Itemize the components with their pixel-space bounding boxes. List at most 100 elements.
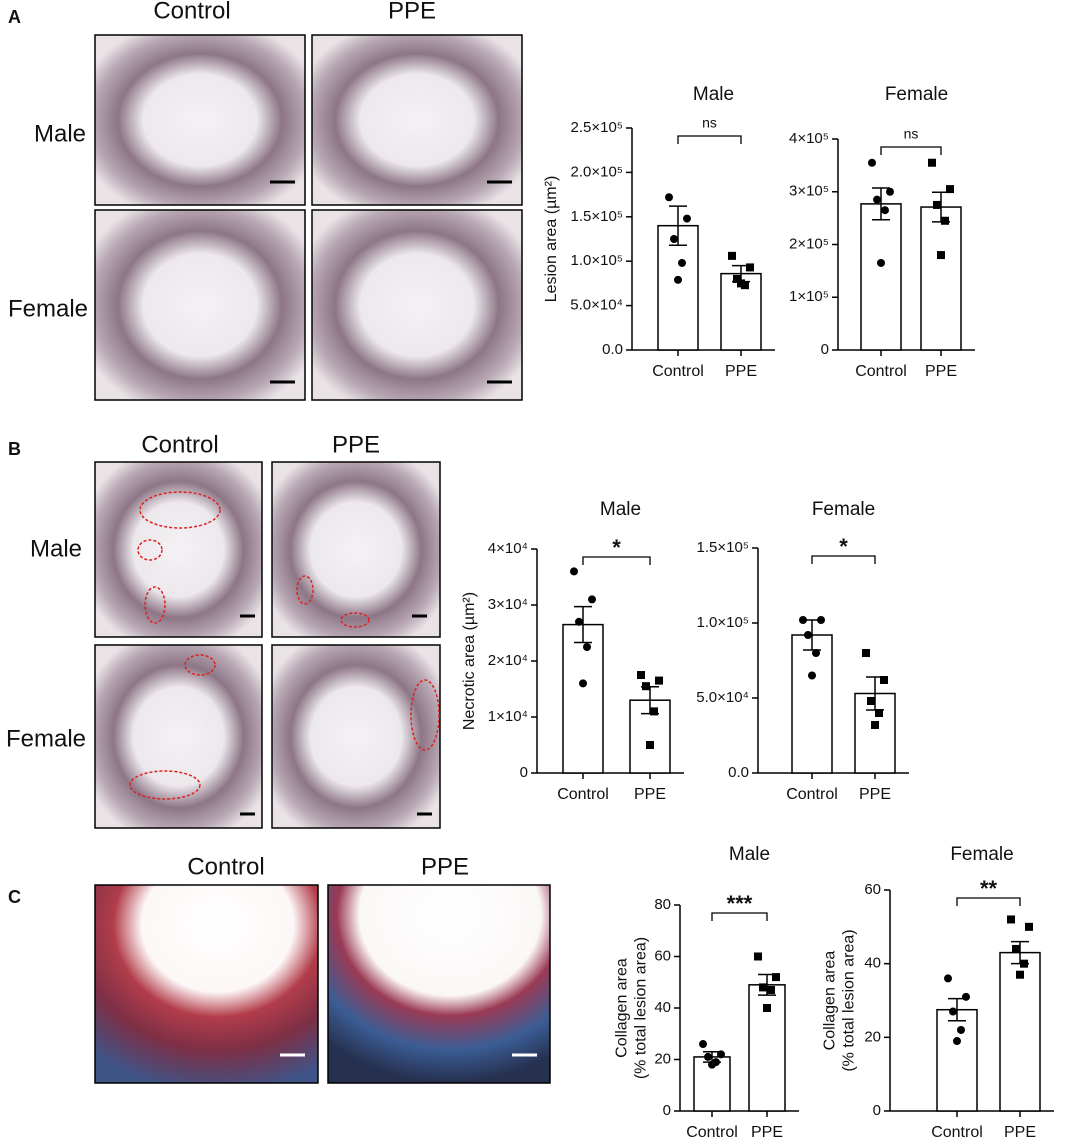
- data-point: [746, 263, 754, 272]
- chart-title: Female: [812, 499, 875, 520]
- significance-label: ns: [904, 126, 919, 142]
- data-point: [944, 974, 952, 983]
- data-point: [570, 567, 578, 576]
- y-tick-label: 1.0×10⁵: [570, 252, 623, 269]
- data-point: [642, 682, 650, 691]
- data-point: [763, 1004, 771, 1012]
- x-tick-label: PPE: [634, 786, 666, 803]
- data-point: [646, 741, 654, 749]
- data-point: [953, 1037, 961, 1046]
- data-point: [655, 676, 663, 685]
- data-point: [808, 671, 816, 680]
- column-header: Control: [187, 853, 264, 880]
- panel-label: B: [8, 439, 21, 459]
- significance-bracket: [677, 135, 742, 144]
- data-point: [650, 707, 658, 716]
- y-tick-label: 5.0×10⁴: [696, 689, 749, 706]
- significance-bracket: [582, 556, 651, 565]
- data-point: [949, 1007, 957, 1016]
- significance-bracket: [880, 146, 942, 155]
- row-header: Male: [30, 535, 82, 562]
- chart-title: Male: [729, 844, 770, 865]
- y-tick-label: 60: [654, 947, 671, 964]
- chart-title: Male: [600, 499, 641, 520]
- y-tick-label: 0: [520, 764, 528, 781]
- y-axis-label: (% total lesion area): [633, 937, 650, 1079]
- panel-label: C: [8, 887, 21, 907]
- data-point: [579, 679, 587, 688]
- row-header: Female: [8, 295, 88, 322]
- y-tick-label: 80: [654, 896, 671, 913]
- data-point: [799, 616, 807, 624]
- y-tick-label: 1.5×10⁵: [570, 208, 623, 225]
- data-point: [733, 274, 741, 283]
- data-point: [737, 279, 745, 288]
- significance-bracket: [956, 897, 1021, 906]
- x-tick-label: PPE: [1004, 1124, 1036, 1141]
- data-point: [880, 676, 888, 684]
- bar: [791, 634, 833, 774]
- bar: [860, 203, 902, 351]
- column-header: PPE: [332, 431, 380, 458]
- data-point: [867, 697, 875, 705]
- column-header: Control: [141, 431, 218, 458]
- histology-images: [94, 34, 551, 1084]
- y-tick-label: 20: [864, 1028, 881, 1045]
- y-tick-label: 40: [654, 999, 671, 1016]
- y-tick-label: 20: [654, 1050, 671, 1067]
- data-point: [704, 1052, 712, 1061]
- panel-label: A: [8, 7, 21, 27]
- data-point: [871, 721, 879, 729]
- y-tick-label: 0: [663, 1102, 671, 1119]
- data-point: [1025, 922, 1033, 931]
- bar: [657, 224, 699, 351]
- data-point: [873, 195, 881, 204]
- data-point: [946, 185, 954, 194]
- data-point: [962, 992, 970, 1001]
- data-point: [881, 206, 889, 215]
- bar: [562, 623, 604, 774]
- data-point: [1007, 915, 1015, 924]
- data-point: [717, 1050, 725, 1059]
- x-tick-label: Control: [686, 1124, 738, 1141]
- data-point: [804, 631, 812, 639]
- y-tick-label: 60: [864, 881, 881, 898]
- y-tick-label: 0.0: [728, 764, 749, 781]
- data-point: [1020, 959, 1028, 968]
- data-point: [957, 1025, 965, 1034]
- data-point: [670, 235, 678, 243]
- y-axis-label: Collagen area: [822, 951, 839, 1051]
- data-point: [862, 649, 870, 657]
- scale-bars: [240, 180, 537, 1057]
- y-axis-label: Collagen area: [614, 958, 631, 1058]
- chart-title: Male: [693, 84, 734, 105]
- y-tick-label: 4×10⁵: [789, 130, 829, 147]
- data-point: [754, 952, 762, 961]
- y-axis-label: (% total lesion area): [841, 929, 858, 1071]
- data-point: [759, 983, 767, 992]
- data-point: [575, 617, 583, 626]
- significance-label: ***: [727, 891, 753, 916]
- data-point: [875, 709, 883, 717]
- y-tick-label: 1×10⁴: [488, 708, 528, 725]
- y-tick-label: 2.5×10⁵: [570, 119, 623, 136]
- column-header: PPE: [421, 853, 469, 880]
- y-tick-label: 0: [873, 1102, 881, 1119]
- data-point: [674, 275, 682, 284]
- error-bar: [669, 205, 687, 246]
- data-point: [886, 187, 894, 196]
- data-point: [583, 643, 591, 651]
- y-axis-label: Necrotic area (µm²): [461, 592, 478, 730]
- significance-bracket: [711, 912, 768, 921]
- x-tick-label: PPE: [925, 363, 957, 380]
- data-point: [928, 158, 936, 167]
- x-tick-label: Control: [931, 1124, 983, 1141]
- data-point: [868, 158, 876, 167]
- row-header: Male: [34, 120, 86, 147]
- data-point: [637, 671, 645, 679]
- data-point: [665, 193, 673, 202]
- data-point: [683, 214, 691, 223]
- data-point: [772, 973, 780, 982]
- y-tick-label: 4×10⁴: [488, 540, 528, 557]
